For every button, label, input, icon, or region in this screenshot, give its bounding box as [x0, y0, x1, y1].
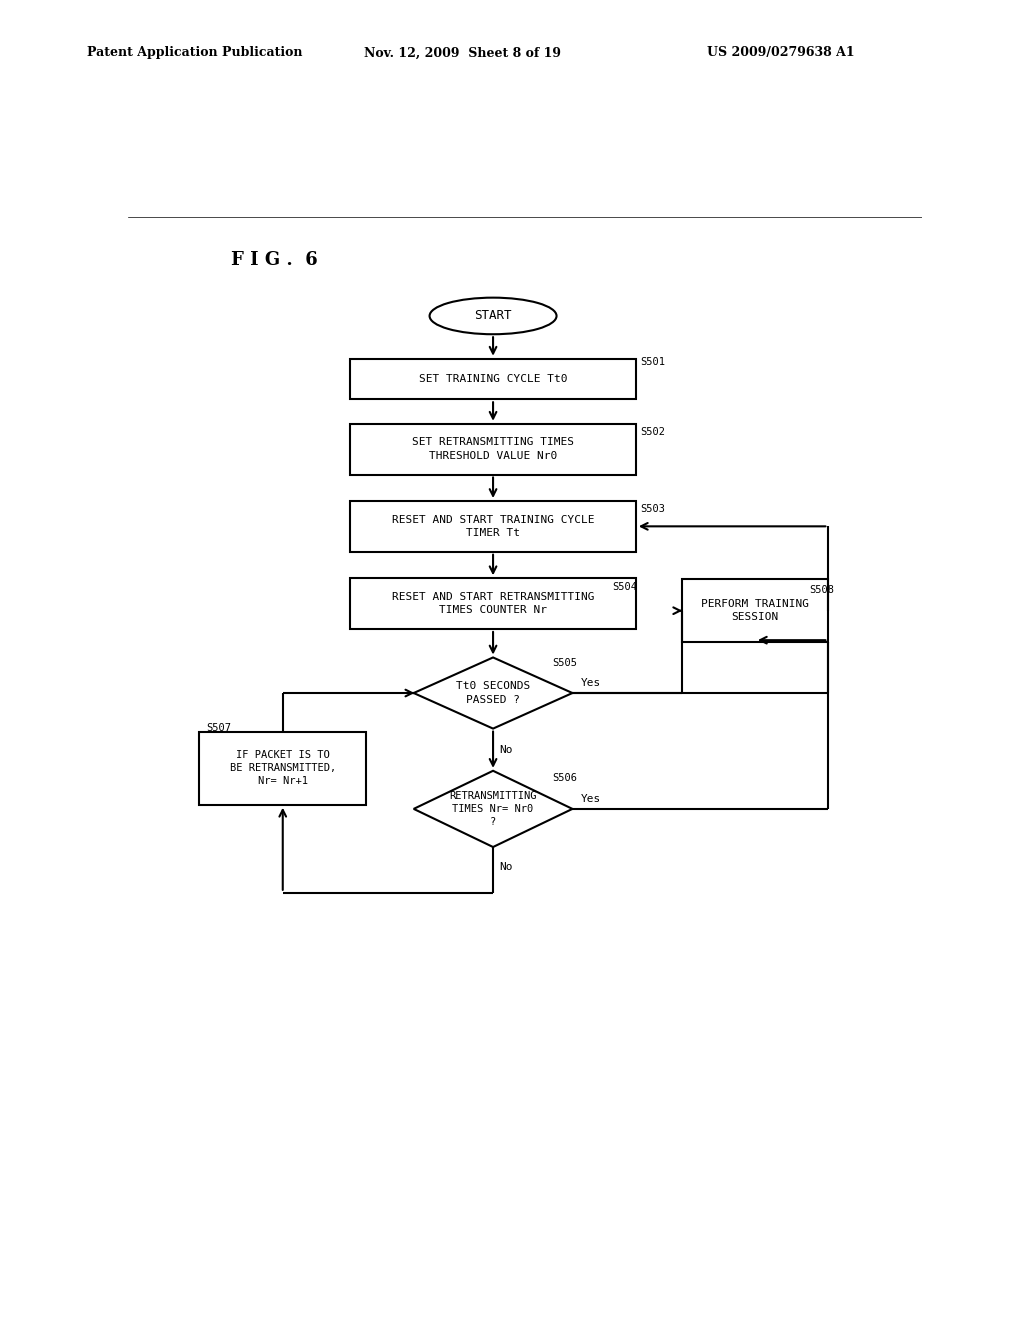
- Text: S507: S507: [206, 722, 230, 733]
- Text: S506: S506: [553, 774, 578, 783]
- Text: RESET AND START TRAINING CYCLE
TIMER Tt: RESET AND START TRAINING CYCLE TIMER Tt: [392, 515, 594, 539]
- Text: RETRANSMITTING
TIMES Nr= Nr0
?: RETRANSMITTING TIMES Nr= Nr0 ?: [450, 791, 537, 828]
- Text: Yes: Yes: [581, 678, 601, 688]
- Text: S503: S503: [640, 504, 665, 513]
- Text: PERFORM TRAINING
SESSION: PERFORM TRAINING SESSION: [701, 599, 809, 622]
- Text: S501: S501: [640, 356, 665, 367]
- Text: US 2009/0279638 A1: US 2009/0279638 A1: [707, 46, 854, 59]
- FancyBboxPatch shape: [350, 424, 636, 474]
- FancyBboxPatch shape: [350, 578, 636, 630]
- Text: S502: S502: [640, 426, 665, 437]
- Polygon shape: [414, 657, 572, 729]
- Text: SET TRAINING CYCLE Tt0: SET TRAINING CYCLE Tt0: [419, 374, 567, 384]
- Text: Nov. 12, 2009  Sheet 8 of 19: Nov. 12, 2009 Sheet 8 of 19: [364, 46, 560, 59]
- Ellipse shape: [430, 297, 557, 334]
- Text: No: No: [500, 862, 513, 873]
- FancyBboxPatch shape: [682, 579, 828, 643]
- Text: S508: S508: [809, 585, 834, 595]
- Text: RESET AND START RETRANSMITTING
TIMES COUNTER Nr: RESET AND START RETRANSMITTING TIMES COU…: [392, 591, 594, 615]
- Polygon shape: [414, 771, 572, 847]
- FancyBboxPatch shape: [350, 359, 636, 399]
- Text: No: No: [500, 744, 513, 755]
- Text: Tt0 SECONDS
PASSED ?: Tt0 SECONDS PASSED ?: [456, 681, 530, 705]
- FancyBboxPatch shape: [200, 731, 367, 805]
- Text: F I G .  6: F I G . 6: [231, 251, 317, 269]
- Text: START: START: [474, 309, 512, 322]
- FancyBboxPatch shape: [350, 500, 636, 552]
- Text: S504: S504: [612, 582, 637, 593]
- Text: Patent Application Publication: Patent Application Publication: [87, 46, 302, 59]
- Text: S505: S505: [553, 657, 578, 668]
- Text: SET RETRANSMITTING TIMES
THRESHOLD VALUE Nr0: SET RETRANSMITTING TIMES THRESHOLD VALUE…: [412, 437, 574, 461]
- Text: Yes: Yes: [581, 793, 601, 804]
- Text: IF PACKET IS TO
BE RETRANSMITTED,
Nr= Nr+1: IF PACKET IS TO BE RETRANSMITTED, Nr= Nr…: [229, 750, 336, 787]
